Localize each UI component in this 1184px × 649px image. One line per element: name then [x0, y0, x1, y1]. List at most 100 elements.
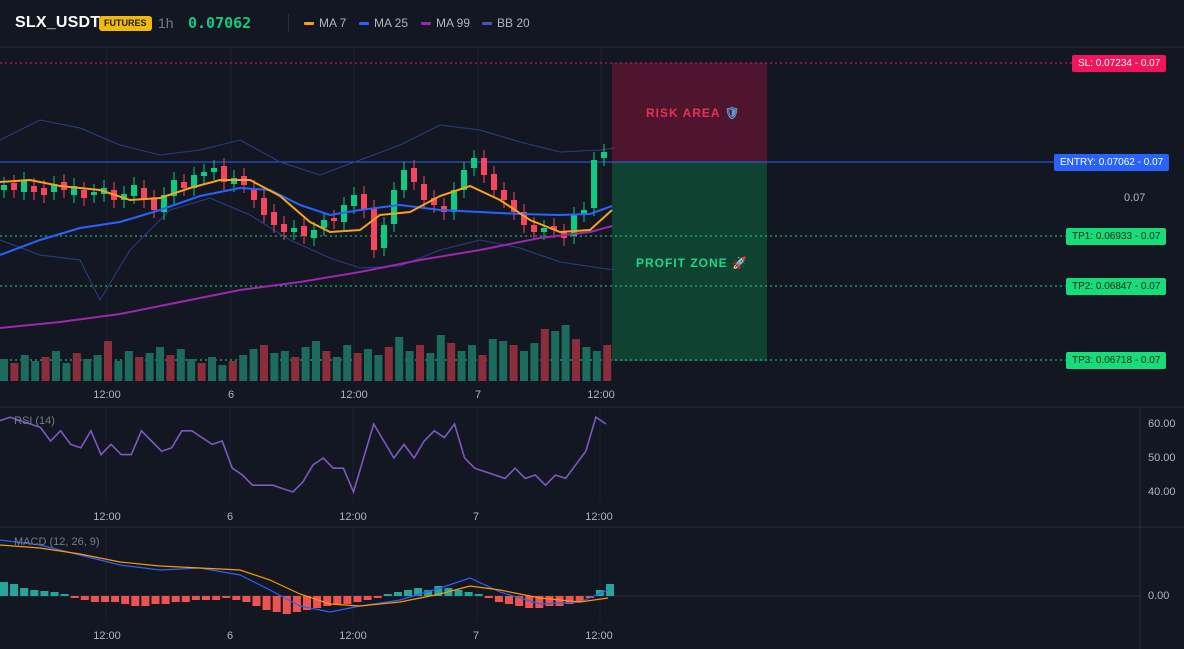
volume-bar — [468, 345, 476, 381]
macd-hist-bar — [585, 596, 594, 598]
volume-bar — [343, 345, 352, 381]
candle-body — [11, 183, 17, 190]
candle-body — [441, 206, 447, 212]
macd-hist-bar — [414, 588, 423, 596]
volume-bar — [582, 347, 591, 381]
volume-bar — [197, 363, 206, 381]
macd-hist-bar — [484, 596, 493, 598]
macd-hist-bar — [535, 596, 544, 608]
candle-body — [1, 185, 7, 190]
x-tick-macd-3: 7 — [472, 630, 480, 642]
x-tick-rsi-0: 12:00 — [93, 511, 121, 523]
volume-bar — [52, 351, 60, 381]
macd-hist-bar — [343, 596, 352, 604]
macd-hist-bar — [313, 596, 322, 608]
rsi-tick-50: 50.00 — [1148, 452, 1176, 464]
entry-price-tag[interactable]: ENTRY: 0.07062 - 0.07 — [1054, 154, 1170, 171]
header-divider — [288, 14, 289, 32]
candle-body — [551, 226, 557, 230]
macd-hist-bar — [121, 596, 130, 604]
symbol-name[interactable]: SLX_USDT — [15, 14, 101, 31]
candle-body — [291, 228, 297, 232]
macd-hist-bar — [80, 596, 89, 600]
candle-body — [511, 200, 517, 212]
risk-area-box — [612, 63, 767, 162]
x-tick-main-1: 6 — [227, 389, 235, 401]
legend-bb20[interactable]: BB 20 — [482, 16, 530, 30]
price-axis-label: 0.07 — [1124, 192, 1146, 204]
volume-bar — [10, 363, 19, 381]
volume-bar — [603, 345, 612, 381]
tp3-price-tag[interactable]: TP3: 0.06718 - 0.07 — [1066, 352, 1167, 369]
candle-body — [491, 174, 497, 190]
volume-bar — [145, 353, 154, 381]
volume-bar — [104, 341, 112, 381]
macd-hist-bar — [252, 596, 261, 606]
ma7-line — [0, 178, 613, 234]
macd-tick-0: 0.00 — [1148, 590, 1170, 602]
volume-bar — [93, 355, 102, 381]
candle-body — [251, 188, 257, 200]
candle-body — [391, 190, 397, 224]
last-price: 0.07062 — [188, 14, 252, 32]
volume-bar — [426, 353, 435, 381]
volume-bar — [364, 349, 372, 381]
volume-bar — [447, 343, 456, 381]
ma99-line — [0, 225, 613, 329]
legend-ma7[interactable]: MA 7 — [304, 16, 346, 30]
volume-bar — [228, 361, 237, 381]
macd-hist-bar — [232, 596, 241, 600]
candle-body — [571, 215, 577, 236]
candle-body — [91, 192, 97, 195]
macd-hist-bar — [171, 596, 180, 602]
rsi-tick-40: 40.00 — [1148, 486, 1176, 498]
macd-hist-bar — [404, 590, 412, 596]
tp1-price-tag[interactable]: TP1: 0.06933 - 0.07 — [1066, 228, 1167, 245]
volume-bar — [478, 355, 487, 381]
candle-body — [381, 225, 387, 248]
volume-bar — [592, 351, 601, 381]
volume-bar — [436, 335, 445, 381]
volume-bar — [353, 353, 362, 381]
volume-bar — [83, 359, 92, 381]
candle-body — [401, 170, 407, 190]
candle-body — [431, 198, 437, 205]
x-tick-macd-0: 12:00 — [93, 630, 121, 642]
candle-body — [141, 188, 147, 200]
candle-body — [601, 152, 607, 158]
volume-bar — [176, 349, 185, 381]
legend-ma99[interactable]: MA 99 — [421, 16, 470, 30]
timeframe-label[interactable]: 1h — [158, 15, 174, 31]
volume-bar — [62, 363, 71, 381]
ma99-swatch — [421, 21, 431, 25]
futures-badge: FUTURES — [99, 16, 152, 31]
macd-hist-bar — [454, 590, 463, 596]
x-tick-macd-4: 12:00 — [585, 630, 613, 642]
volume-bar — [551, 331, 560, 381]
macd-hist-bar — [0, 582, 8, 596]
volume-bar — [208, 357, 216, 381]
macd-hist-bar — [464, 592, 473, 596]
macd-hist-bar — [161, 596, 170, 604]
volume-bar — [301, 347, 310, 381]
volume-bar — [488, 339, 497, 381]
x-tick-main-0: 12:00 — [93, 389, 121, 401]
volume-bar — [249, 349, 258, 381]
candle-body — [481, 158, 487, 175]
macd-hist-bar — [101, 596, 109, 602]
macd-hist-bar — [393, 592, 402, 596]
macd-hist-bar — [212, 596, 221, 600]
candle-body — [31, 186, 37, 192]
volume-bar — [0, 359, 8, 381]
bb20-swatch — [482, 21, 492, 25]
macd-pane-label: MACD (12, 26, 9) — [14, 536, 100, 548]
candle-body — [541, 228, 547, 232]
tp2-price-tag[interactable]: TP2: 0.06847 - 0.07 — [1066, 278, 1167, 295]
sl-price-tag[interactable]: SL: 0.07234 - 0.07 — [1072, 55, 1167, 72]
x-tick-rsi-2: 12:00 — [339, 511, 367, 523]
candle-body — [361, 194, 367, 210]
candle-body — [521, 212, 527, 225]
macd-hist-bar — [10, 584, 19, 596]
legend-ma25[interactable]: MA 25 — [359, 16, 408, 30]
